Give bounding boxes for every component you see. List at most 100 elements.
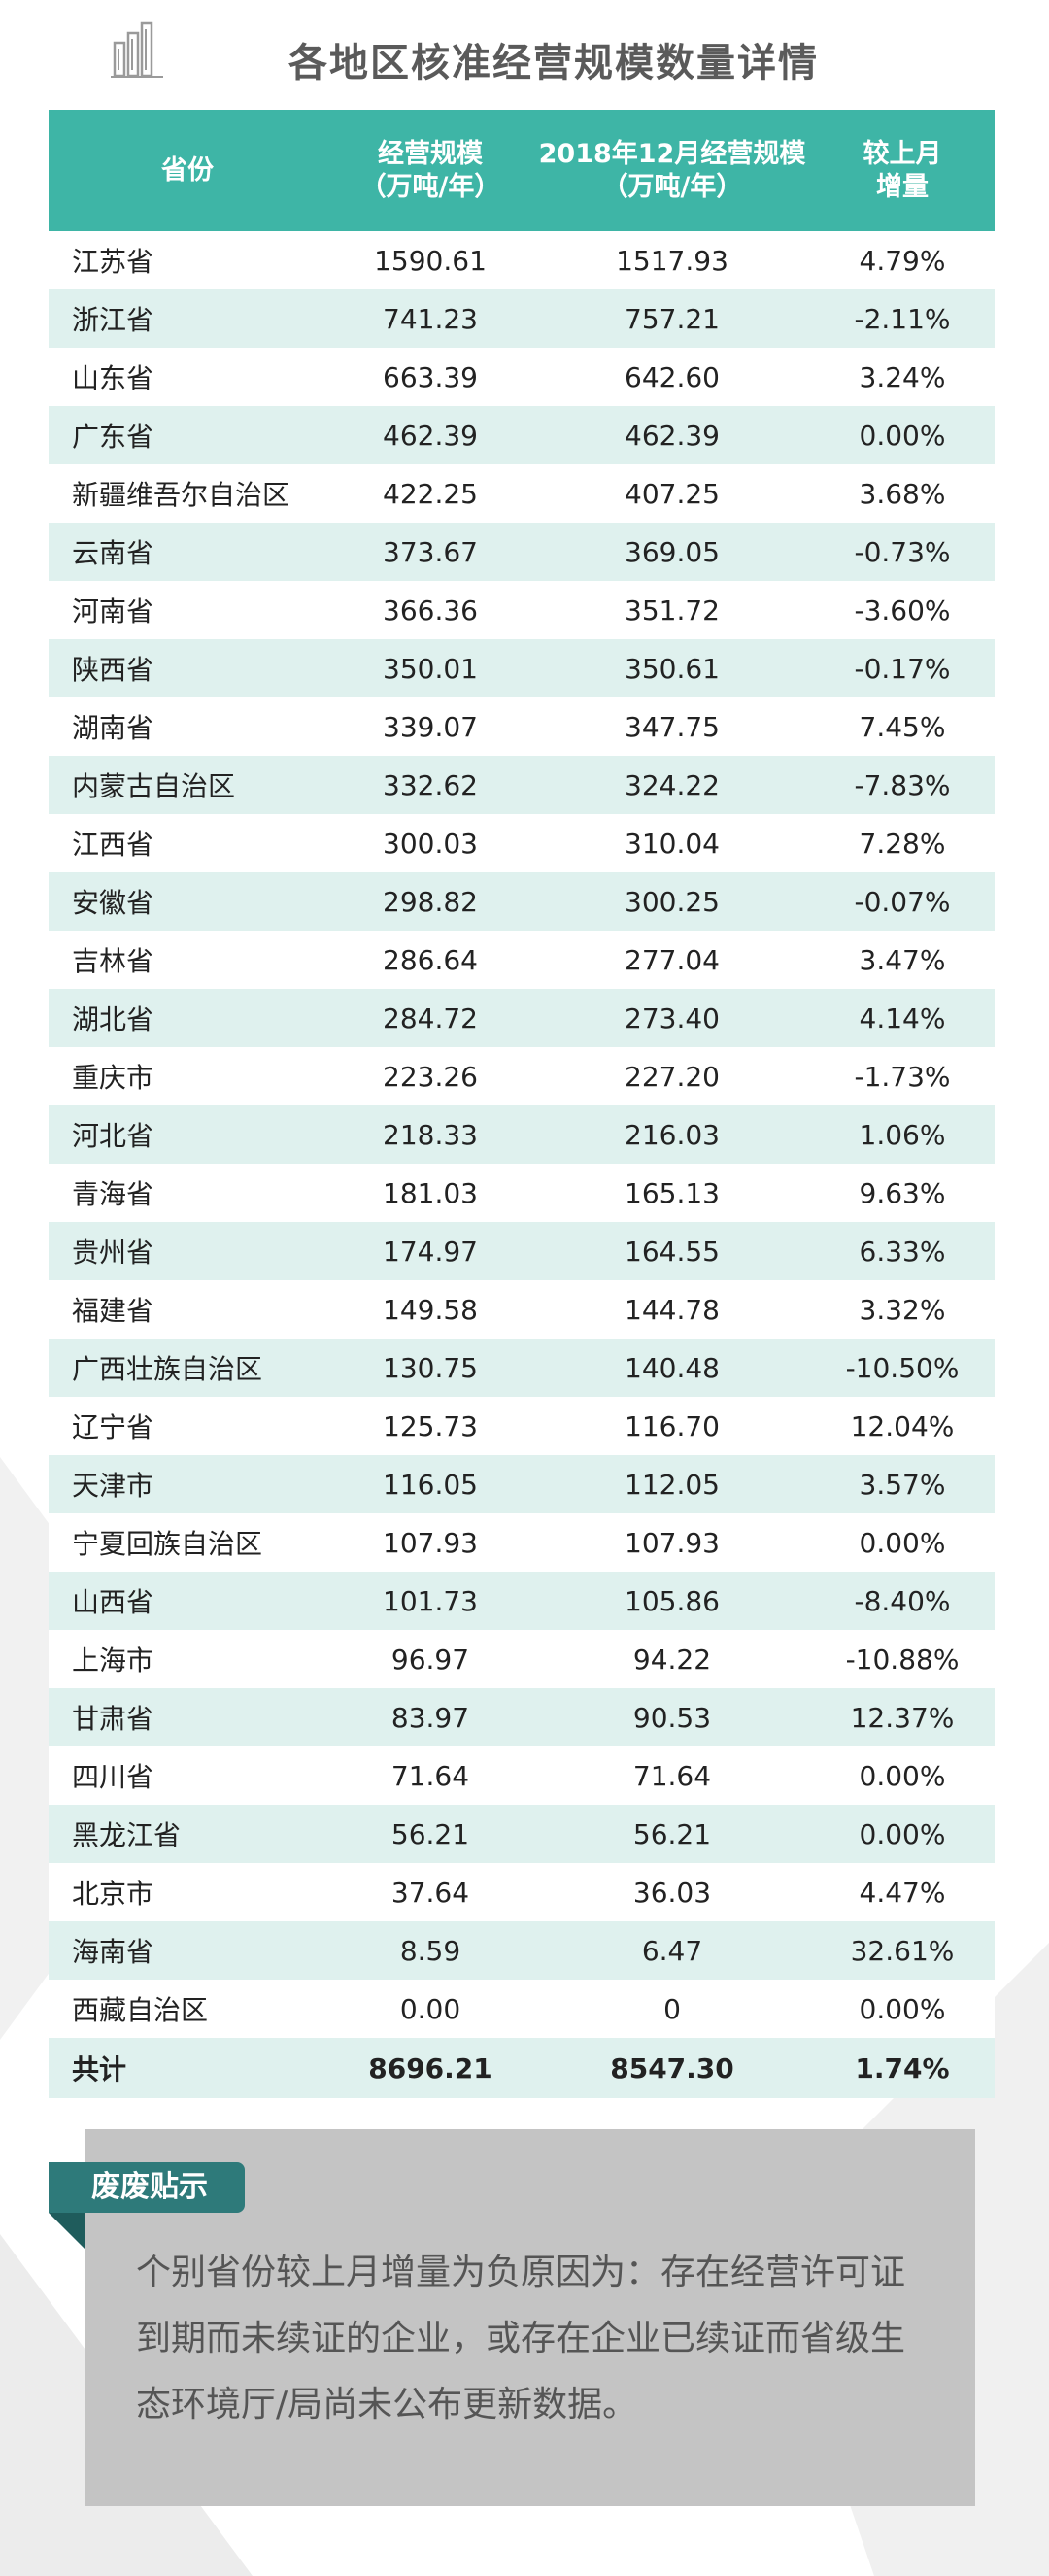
table-row: 广西壮族自治区 130.75 140.48 -10.50%	[49, 1339, 995, 1397]
province-cell: 天津市	[49, 1455, 326, 1513]
dec-2018-scale-cell: 1517.93	[534, 231, 810, 289]
dec-2018-scale-cell: 140.48	[534, 1339, 810, 1397]
monthly-change-cell: -10.50%	[810, 1339, 995, 1397]
dec-2018-scale-cell: 36.03	[534, 1863, 810, 1921]
dec-2018-scale-cell: 90.53	[534, 1688, 810, 1746]
dec-2018-scale-cell: 757.21	[534, 289, 810, 348]
province-cell: 四川省	[49, 1746, 326, 1805]
current-scale-cell: 332.62	[326, 756, 534, 814]
province-cell: 湖北省	[49, 989, 326, 1047]
table-body: 江苏省 1590.61 1517.93 4.79% 浙江省 741.23 757.21 -2.…	[49, 231, 995, 2098]
table-row: 青海省 181.03 165.13 9.63%	[49, 1164, 995, 1222]
monthly-change-cell: 3.32%	[810, 1280, 995, 1339]
table-row: 广东省 462.39 462.39 0.00%	[49, 406, 995, 464]
current-scale-cell: 37.64	[326, 1863, 534, 1921]
province-cell: 辽宁省	[49, 1397, 326, 1455]
province-cell: 甘肃省	[49, 1688, 326, 1746]
header-current-scale: 经营规模 （万吨/年）	[326, 110, 534, 231]
current-scale-cell: 130.75	[326, 1339, 534, 1397]
monthly-change-cell: 0.00%	[810, 1513, 995, 1572]
total-label: 共计	[49, 2038, 326, 2098]
table-row: 河北省 218.33 216.03 1.06%	[49, 1105, 995, 1164]
table-row: 甘肃省 83.97 90.53 12.37%	[49, 1688, 995, 1746]
province-cell: 江西省	[49, 814, 326, 872]
monthly-change-cell: -10.88%	[810, 1630, 995, 1688]
monthly-change-cell: 0.00%	[810, 1746, 995, 1805]
monthly-change-cell: -3.60%	[810, 581, 995, 639]
table-row: 内蒙古自治区 332.62 324.22 -7.83%	[49, 756, 995, 814]
current-scale-cell: 300.03	[326, 814, 534, 872]
dec-2018-scale-cell: 273.40	[534, 989, 810, 1047]
monthly-change-cell: 3.57%	[810, 1455, 995, 1513]
dec-2018-scale-cell: 116.70	[534, 1397, 810, 1455]
province-cell: 黑龙江省	[49, 1805, 326, 1863]
current-scale-cell: 366.36	[326, 581, 534, 639]
dec-2018-scale-cell: 94.22	[534, 1630, 810, 1688]
province-cell: 海南省	[49, 1921, 326, 1980]
table-row: 四川省 71.64 71.64 0.00%	[49, 1746, 995, 1805]
dec-2018-scale-cell: 6.47	[534, 1921, 810, 1980]
monthly-change-cell: 1.06%	[810, 1105, 995, 1164]
dec-2018-scale-cell: 56.21	[534, 1805, 810, 1863]
province-cell: 吉林省	[49, 931, 326, 989]
current-scale-cell: 83.97	[326, 1688, 534, 1746]
current-scale-cell: 56.21	[326, 1805, 534, 1863]
dec-2018-scale-cell: 369.05	[534, 523, 810, 581]
current-scale-cell: 96.97	[326, 1630, 534, 1688]
monthly-change-cell: 12.04%	[810, 1397, 995, 1455]
province-cell: 贵州省	[49, 1222, 326, 1280]
table-row: 云南省 373.67 369.05 -0.73%	[49, 523, 995, 581]
dec-2018-scale-cell: 350.61	[534, 639, 810, 697]
table-row: 陕西省 350.01 350.61 -0.17%	[49, 639, 995, 697]
total-monthly-change: 1.74%	[810, 2038, 995, 2098]
table-row: 重庆市 223.26 227.20 -1.73%	[49, 1047, 995, 1105]
table-row: 吉林省 286.64 277.04 3.47%	[49, 931, 995, 989]
table-row: 贵州省 174.97 164.55 6.33%	[49, 1222, 995, 1280]
current-scale-cell: 373.67	[326, 523, 534, 581]
province-cell: 重庆市	[49, 1047, 326, 1105]
dec-2018-scale-cell: 216.03	[534, 1105, 810, 1164]
monthly-change-cell: 0.00%	[810, 1980, 995, 2038]
province-cell: 江苏省	[49, 231, 326, 289]
monthly-change-cell: 0.00%	[810, 1805, 995, 1863]
monthly-change-cell: -1.73%	[810, 1047, 995, 1105]
monthly-change-cell: -0.07%	[810, 872, 995, 931]
table-row: 江西省 300.03 310.04 7.28%	[49, 814, 995, 872]
dec-2018-scale-cell: 227.20	[534, 1047, 810, 1105]
table-header-row: 省份 经营规模 （万吨/年） 2018年12月经营规模 （万吨/年） 较上月 增…	[49, 110, 995, 231]
table-row: 浙江省 741.23 757.21 -2.11%	[49, 289, 995, 348]
table-row: 山东省 663.39 642.60 3.24%	[49, 348, 995, 406]
total-dec-2018-scale: 8547.30	[534, 2038, 810, 2098]
monthly-change-cell: 4.79%	[810, 231, 995, 289]
current-scale-cell: 350.01	[326, 639, 534, 697]
province-cell: 浙江省	[49, 289, 326, 348]
dec-2018-scale-cell: 105.86	[534, 1572, 810, 1630]
dec-2018-scale-cell: 310.04	[534, 814, 810, 872]
province-cell: 内蒙古自治区	[49, 756, 326, 814]
province-cell: 山东省	[49, 348, 326, 406]
dec-2018-scale-cell: 642.60	[534, 348, 810, 406]
monthly-change-cell: -0.17%	[810, 639, 995, 697]
current-scale-cell: 116.05	[326, 1455, 534, 1513]
header-dec-2018-scale: 2018年12月经营规模 （万吨/年）	[534, 110, 810, 231]
scale-table: 省份 经营规模 （万吨/年） 2018年12月经营规模 （万吨/年） 较上月 增…	[49, 110, 995, 2098]
current-scale-cell: 1590.61	[326, 231, 534, 289]
table-row: 上海市 96.97 94.22 -10.88%	[49, 1630, 995, 1688]
current-scale-cell: 223.26	[326, 1047, 534, 1105]
province-cell: 河南省	[49, 581, 326, 639]
province-cell: 安徽省	[49, 872, 326, 931]
monthly-change-cell: 6.33%	[810, 1222, 995, 1280]
monthly-change-cell: 3.68%	[810, 464, 995, 523]
tip-label-fold	[49, 2213, 85, 2250]
current-scale-cell: 174.97	[326, 1222, 534, 1280]
table-row: 福建省 149.58 144.78 3.32%	[49, 1280, 995, 1339]
monthly-change-cell: -8.40%	[810, 1572, 995, 1630]
table-row: 河南省 366.36 351.72 -3.60%	[49, 581, 995, 639]
table-row: 山西省 101.73 105.86 -8.40%	[49, 1572, 995, 1630]
table-total-row: 共计 8696.21 8547.30 1.74%	[49, 2038, 995, 2098]
table-row: 湖北省 284.72 273.40 4.14%	[49, 989, 995, 1047]
province-cell: 西藏自治区	[49, 1980, 326, 2038]
monthly-change-cell: -2.11%	[810, 289, 995, 348]
dec-2018-scale-cell: 165.13	[534, 1164, 810, 1222]
monthly-change-cell: 3.47%	[810, 931, 995, 989]
